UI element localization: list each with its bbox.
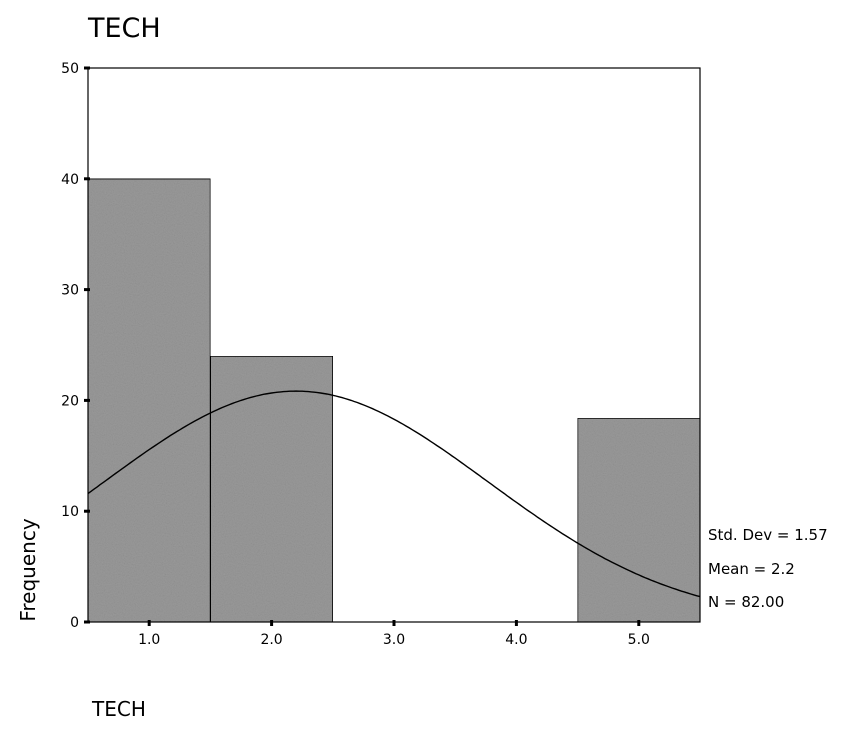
chart-title: TECH xyxy=(87,13,161,44)
y-axis-label: Frequency xyxy=(16,518,40,621)
x-tick-label: 4.0 xyxy=(505,632,527,648)
bar xyxy=(576,417,701,623)
y-tick-label: 40 xyxy=(61,172,79,188)
x-axis: 1.0 2.0 3.0 4.0 5.0 xyxy=(138,620,650,648)
mean-stat: Mean = 2.2 xyxy=(708,560,795,578)
bar xyxy=(209,355,334,623)
y-tick-label: 10 xyxy=(61,504,79,520)
y-axis: 0 10 20 30 40 50 xyxy=(61,61,90,631)
x-tick-label: 2.0 xyxy=(260,632,282,648)
y-tick-label: 30 xyxy=(61,283,79,299)
x-axis-label: TECH xyxy=(91,697,146,721)
x-tick-label: 5.0 xyxy=(628,632,650,648)
x-tick-label: 1.0 xyxy=(138,632,160,648)
bar xyxy=(87,178,212,623)
n-stat: N = 82.00 xyxy=(708,593,784,611)
x-tick-label: 3.0 xyxy=(383,632,405,648)
normal-curve xyxy=(87,390,701,598)
y-tick-label: 50 xyxy=(61,61,79,77)
y-tick-label: 20 xyxy=(61,393,79,409)
std-dev-stat: Std. Dev = 1.57 xyxy=(708,526,828,544)
y-tick-label: 0 xyxy=(70,615,79,631)
bars-group xyxy=(87,178,701,623)
